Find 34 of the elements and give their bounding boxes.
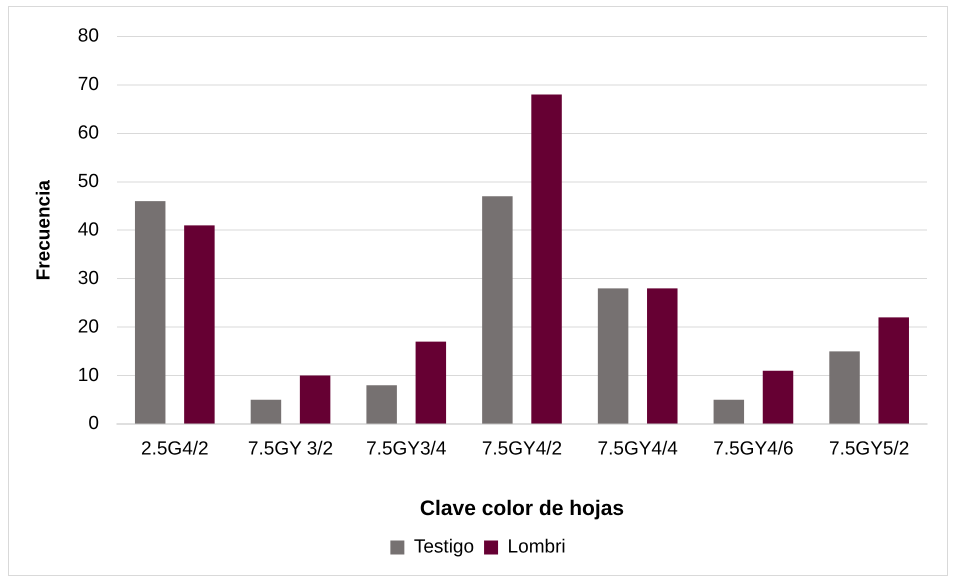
bar: [829, 351, 860, 424]
x-tick-label: 7.5GY 3/2: [248, 438, 334, 460]
x-tick-label: 7.5GY4/2: [482, 438, 562, 460]
y-tick-label: 10: [78, 364, 99, 386]
y-tick-label: 70: [78, 74, 99, 96]
bar: [598, 288, 628, 424]
bar: [416, 342, 446, 424]
y-tick-label: 50: [78, 170, 99, 192]
y-tick-label: 40: [78, 219, 99, 240]
bar: [647, 288, 678, 424]
x-tick-label: 7.5GY4/6: [713, 438, 794, 460]
y-tick-label: 20: [78, 316, 99, 338]
x-axis-title: Clave color de hojas: [420, 497, 624, 520]
y-tick-label: 30: [78, 268, 99, 289]
legend-label: Testigo: [414, 536, 474, 558]
x-tick-label: 7.5GY3/4: [366, 438, 447, 460]
y-tick-label: 60: [78, 122, 99, 144]
bar: [366, 385, 397, 424]
bar: [762, 370, 794, 424]
bar: [878, 317, 909, 424]
bar: [184, 225, 215, 424]
y-axis-title: Frecuencia: [34, 180, 55, 280]
x-tick-label: 7.5GY5/2: [828, 438, 910, 460]
legend-label: Lombri: [508, 536, 566, 558]
y-tick-label: 80: [78, 26, 99, 47]
bar: [714, 400, 744, 424]
bar: [531, 94, 562, 424]
x-tick-label: 7.5GY4/4: [598, 438, 678, 460]
x-tick-label: 2.5G4/2: [140, 438, 209, 460]
y-tick-label: 0: [88, 413, 99, 434]
bar: [134, 201, 166, 424]
bar: [300, 376, 330, 424]
bar: [250, 400, 282, 424]
bar: [482, 196, 513, 424]
